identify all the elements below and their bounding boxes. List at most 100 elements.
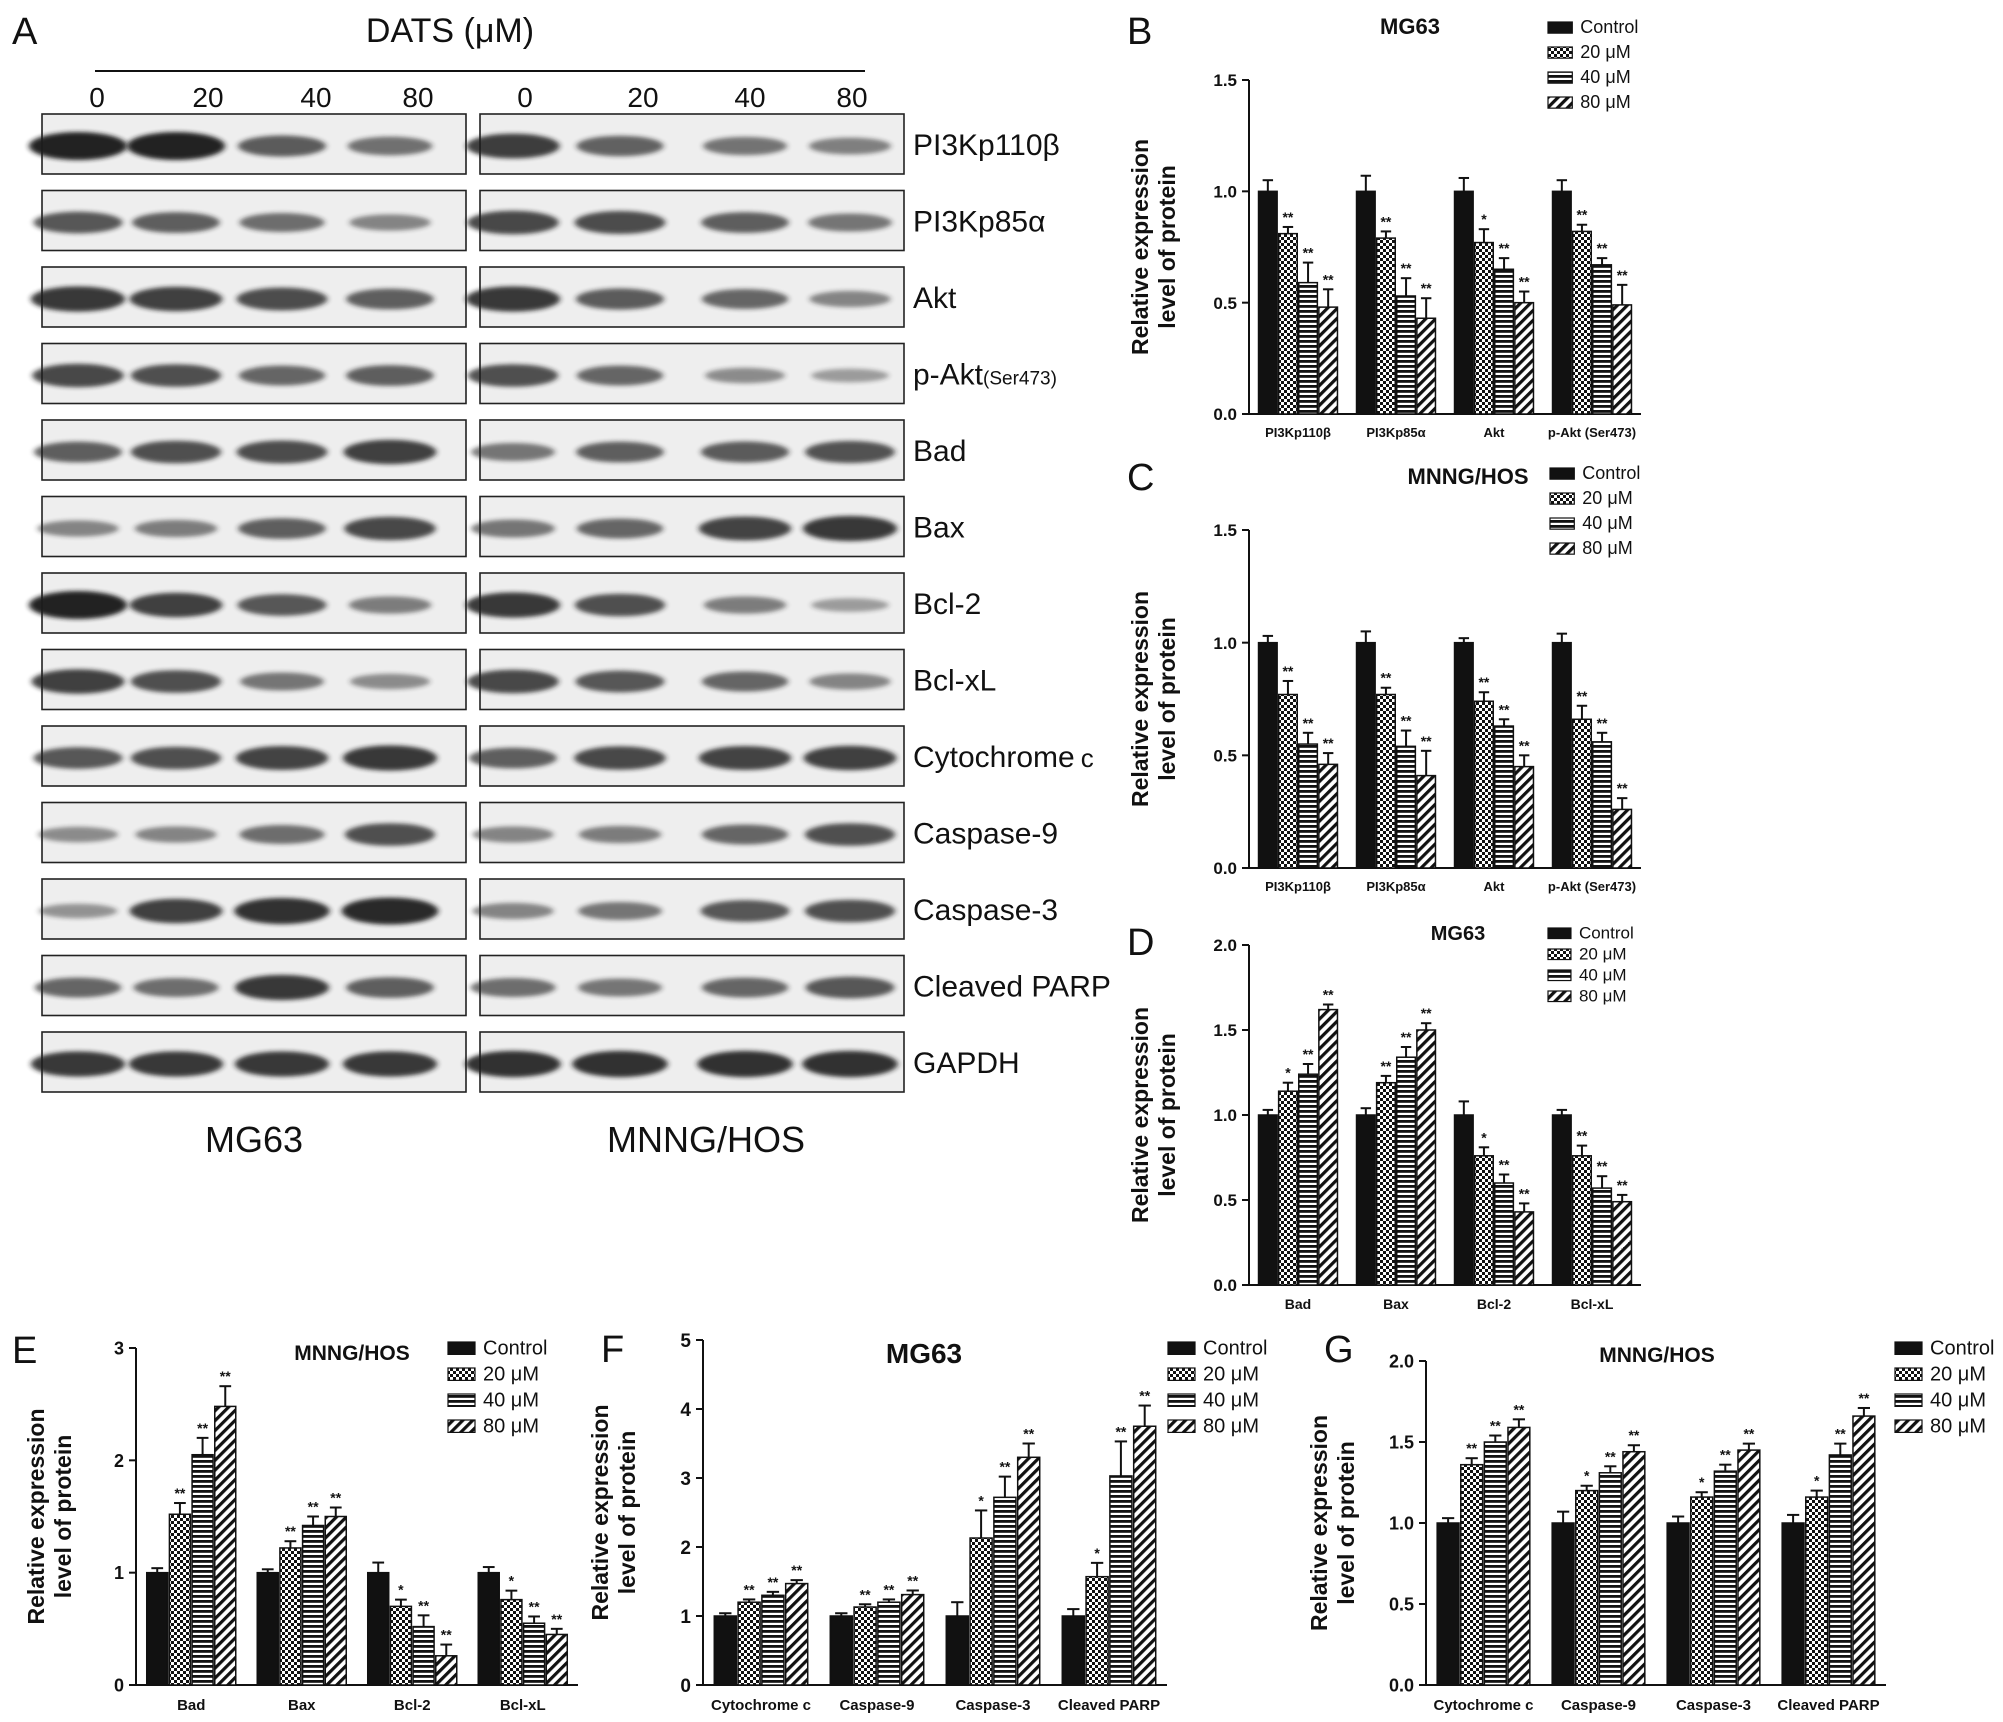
bar-caspase-9-80-m: [1622, 1450, 1646, 1686]
significance-mark: **: [1401, 260, 1412, 276]
band-mg63-lane-3: [344, 823, 436, 846]
band-mg63-lane-2: [239, 213, 325, 232]
significance-mark: **: [1323, 987, 1334, 1003]
band-mg63-lane-1: [128, 1051, 224, 1077]
y-axis-label: level of protein: [50, 1435, 76, 1599]
legend-swatch-control: [1547, 21, 1573, 34]
band-mg63-lane-2: [240, 672, 324, 691]
y-tick-label: 0.5: [1213, 746, 1237, 765]
band-hos-lane-0: [472, 902, 554, 920]
legend-swatch-20-m: [1894, 1367, 1923, 1381]
band-hos-lane-0: [471, 442, 555, 462]
band-mg63-lane-0: [37, 520, 119, 537]
panel-label: B: [1127, 11, 1152, 53]
x-category-label: p-Akt (Ser473): [1548, 879, 1636, 894]
band-hos-lane-1: [574, 593, 666, 617]
significance-mark: **: [1303, 715, 1314, 731]
treatment-label: DATS (μM): [366, 12, 534, 50]
band-mg63-lane-1: [130, 670, 222, 693]
significance-mark: **: [1490, 1418, 1501, 1434]
y-tick-label: 1.0: [1213, 182, 1237, 201]
panel-a-western-blot: A DATS (μM) 0 20 40 80 0 20 40 80 PI3Kp110β PI3Kp85…: [12, 11, 1111, 1160]
bar-cleaved-parp-control: [1061, 1615, 1086, 1686]
bar-bad-80-m: [1318, 1008, 1339, 1286]
band-hos-lane-2: [700, 441, 790, 463]
band-hos-lane-1: [576, 441, 664, 463]
blot-row-cleaved-parp: Cleaved PARP: [34, 954, 1111, 1017]
band-hos-lane-1: [578, 978, 662, 997]
significance-mark: **: [418, 1597, 429, 1613]
bar-bcl-2-control: [1453, 1114, 1474, 1286]
band-hos-lane-3: [808, 213, 892, 232]
panel-label: F: [601, 1329, 624, 1371]
y-axis-label: level of protein: [1333, 1441, 1359, 1605]
blot-row-gapdh: GAPDH: [30, 1031, 1020, 1093]
protein-name: Cytochrome: [913, 741, 1075, 774]
bar-akt-80-m: [1514, 765, 1535, 869]
protein-label: Caspase-3: [913, 894, 1058, 927]
significance-mark: **: [860, 1586, 871, 1602]
band-mg63-lane-1: [129, 286, 223, 312]
band-mg63-lane-2: [237, 135, 327, 157]
band-mg63-lane-0: [31, 669, 125, 694]
band-mg63-lane-2: [236, 287, 328, 311]
band-mg63-lane-2: [234, 974, 330, 1001]
band-hos-lane-1: [572, 1050, 668, 1078]
band-hos-lane-0: [465, 592, 561, 618]
bar-cytochrome-c-40-m: [761, 1594, 785, 1686]
bar-akt-control: [1453, 641, 1474, 869]
chart-title: MG63: [1431, 923, 1485, 945]
significance-mark: **: [1519, 274, 1530, 290]
band-hos-lane-2: [705, 367, 785, 384]
y-tick-label: 1.5: [1213, 71, 1237, 90]
bar-pi3kp85-control: [1355, 641, 1376, 869]
blot-row-cytochrome: Cytochrome c: [33, 725, 1094, 787]
x-category-label: Cytochrome c: [1433, 1697, 1533, 1714]
legend-label-20-m: 20 μM: [1203, 1363, 1259, 1385]
protein-label: Bcl-2: [913, 588, 981, 621]
bar-cleaved-parp-80-m: [1852, 1415, 1876, 1686]
band-hos-lane-0: [466, 133, 560, 159]
significance-mark: **: [1720, 1447, 1731, 1463]
x-category-label: p-Akt (Ser473): [1548, 425, 1636, 440]
significance-mark: **: [883, 1581, 894, 1597]
bar-bcl-xl-40-m: [1591, 1187, 1613, 1286]
y-axis-label: level of protein: [1154, 617, 1180, 781]
y-tick-label: 2.0: [1389, 1351, 1414, 1371]
bar-bcl-xl-20-m: [500, 1598, 523, 1686]
bar-pi3kp85-control: [1355, 190, 1376, 415]
bar-cleaved-parp-40-m: [1828, 1454, 1852, 1686]
band-mg63-lane-1: [129, 592, 223, 618]
blot-row-pi3kp85: PI3Kp85α: [33, 189, 1045, 252]
band-mg63-lane-0: [29, 591, 127, 619]
y-axis-label: Relative expression: [587, 1404, 613, 1620]
legend-label-control: Control: [1930, 1337, 1994, 1359]
bar-pi3kp110-control: [1257, 641, 1278, 869]
band-hos-lane-3: [803, 745, 897, 771]
band-mg63-lane-1: [129, 898, 223, 924]
band-hos-lane-2: [701, 824, 789, 845]
bar-bax-80-m: [1416, 1029, 1437, 1286]
panel-label: C: [1127, 457, 1154, 499]
band-mg63-lane-1: [132, 212, 220, 233]
legend-label-control: Control: [1203, 1337, 1267, 1359]
bar-bad-40-m: [1297, 1073, 1319, 1286]
significance-mark: **: [1576, 688, 1587, 704]
legend-swatch-40-m: [1547, 71, 1573, 84]
bar-bcl-xl-20-m: [1571, 1155, 1593, 1286]
y-tick-label: 1.0: [1213, 634, 1237, 653]
band-hos-lane-1: [574, 211, 666, 234]
dose-label-3: 80: [402, 82, 433, 113]
y-tick-label: 0.0: [1213, 405, 1237, 424]
significance-mark: **: [1519, 1185, 1530, 1201]
significance-mark: **: [1617, 267, 1628, 283]
blot-row-caspase-9: Caspase-9: [38, 801, 1058, 864]
band-mg63-lane-0: [29, 132, 127, 160]
protein-label: Bad: [913, 435, 966, 468]
significance-mark: *: [1481, 211, 1487, 227]
band-hos-lane-3: [804, 899, 896, 923]
y-axis-label: Relative expression: [1127, 1007, 1153, 1223]
significance-mark: **: [1513, 1401, 1524, 1417]
legend-swatch-control: [1547, 927, 1572, 940]
y-axis-label: level of protein: [1154, 1033, 1180, 1197]
